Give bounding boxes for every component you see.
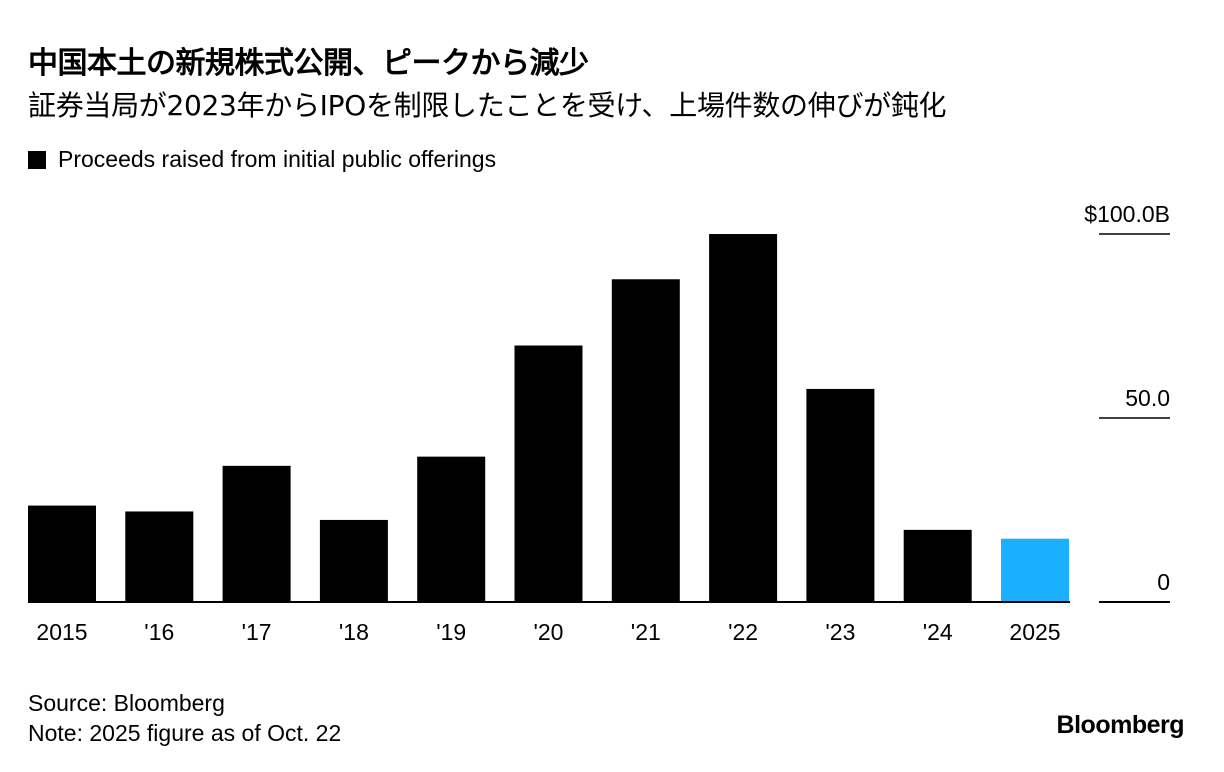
x-tick-label: '24 <box>923 619 953 645</box>
bar-2016 <box>125 511 194 602</box>
bar-chart: 2015 '16 '17 '18 '19 '20 '21 '22 '23 '24 2025 0 50.0… <box>28 201 1170 645</box>
source-note: Source: Bloomberg <box>28 690 225 716</box>
bloomberg-logo: Bloomberg <box>1056 711 1185 739</box>
footer: Source: Bloomberg Note: 2025 figure as o… <box>28 688 341 748</box>
x-tick-label: '23 <box>825 619 855 645</box>
x-tick-label: '17 <box>242 619 272 645</box>
bar-2015 <box>28 505 96 602</box>
x-tick-label: 2025 <box>1009 619 1060 645</box>
x-tick-label: '21 <box>631 619 661 645</box>
chart-subtitle: 証券当局が2023年からIPOを制限したことを受け、上場件数の伸びが鈍化 <box>28 89 947 122</box>
bar-2020 <box>514 345 583 602</box>
bar-2022 <box>709 234 778 602</box>
x-tick-label: '16 <box>144 619 174 645</box>
x-tick-label: '18 <box>339 619 369 645</box>
x-tick-label: '20 <box>534 619 564 645</box>
legend-label: Proceeds raised from initial public offe… <box>58 146 497 172</box>
x-tick-label: '19 <box>436 619 466 645</box>
x-tick-label: '22 <box>728 619 758 645</box>
legend: Proceeds raised from initial public offe… <box>28 146 496 173</box>
y-tick-label: 50.0 <box>1125 385 1170 411</box>
bar-2025 <box>1001 538 1069 602</box>
bar-2018 <box>319 519 388 602</box>
bar-2021 <box>611 279 680 602</box>
bar-2023 <box>806 388 875 602</box>
bar-2019 <box>417 456 486 602</box>
bar-2017 <box>222 465 291 602</box>
legend-swatch <box>28 150 46 169</box>
bar-2024 <box>903 529 972 602</box>
chart-title: 中国本土の新規株式公開、ピークから減少 <box>28 46 589 81</box>
footnote: Note: 2025 figure as of Oct. 22 <box>28 720 342 746</box>
y-tick-label: $100.0B <box>1084 201 1170 227</box>
y-tick-label: 0 <box>1157 569 1170 595</box>
x-tick-label: 2015 <box>36 619 87 645</box>
